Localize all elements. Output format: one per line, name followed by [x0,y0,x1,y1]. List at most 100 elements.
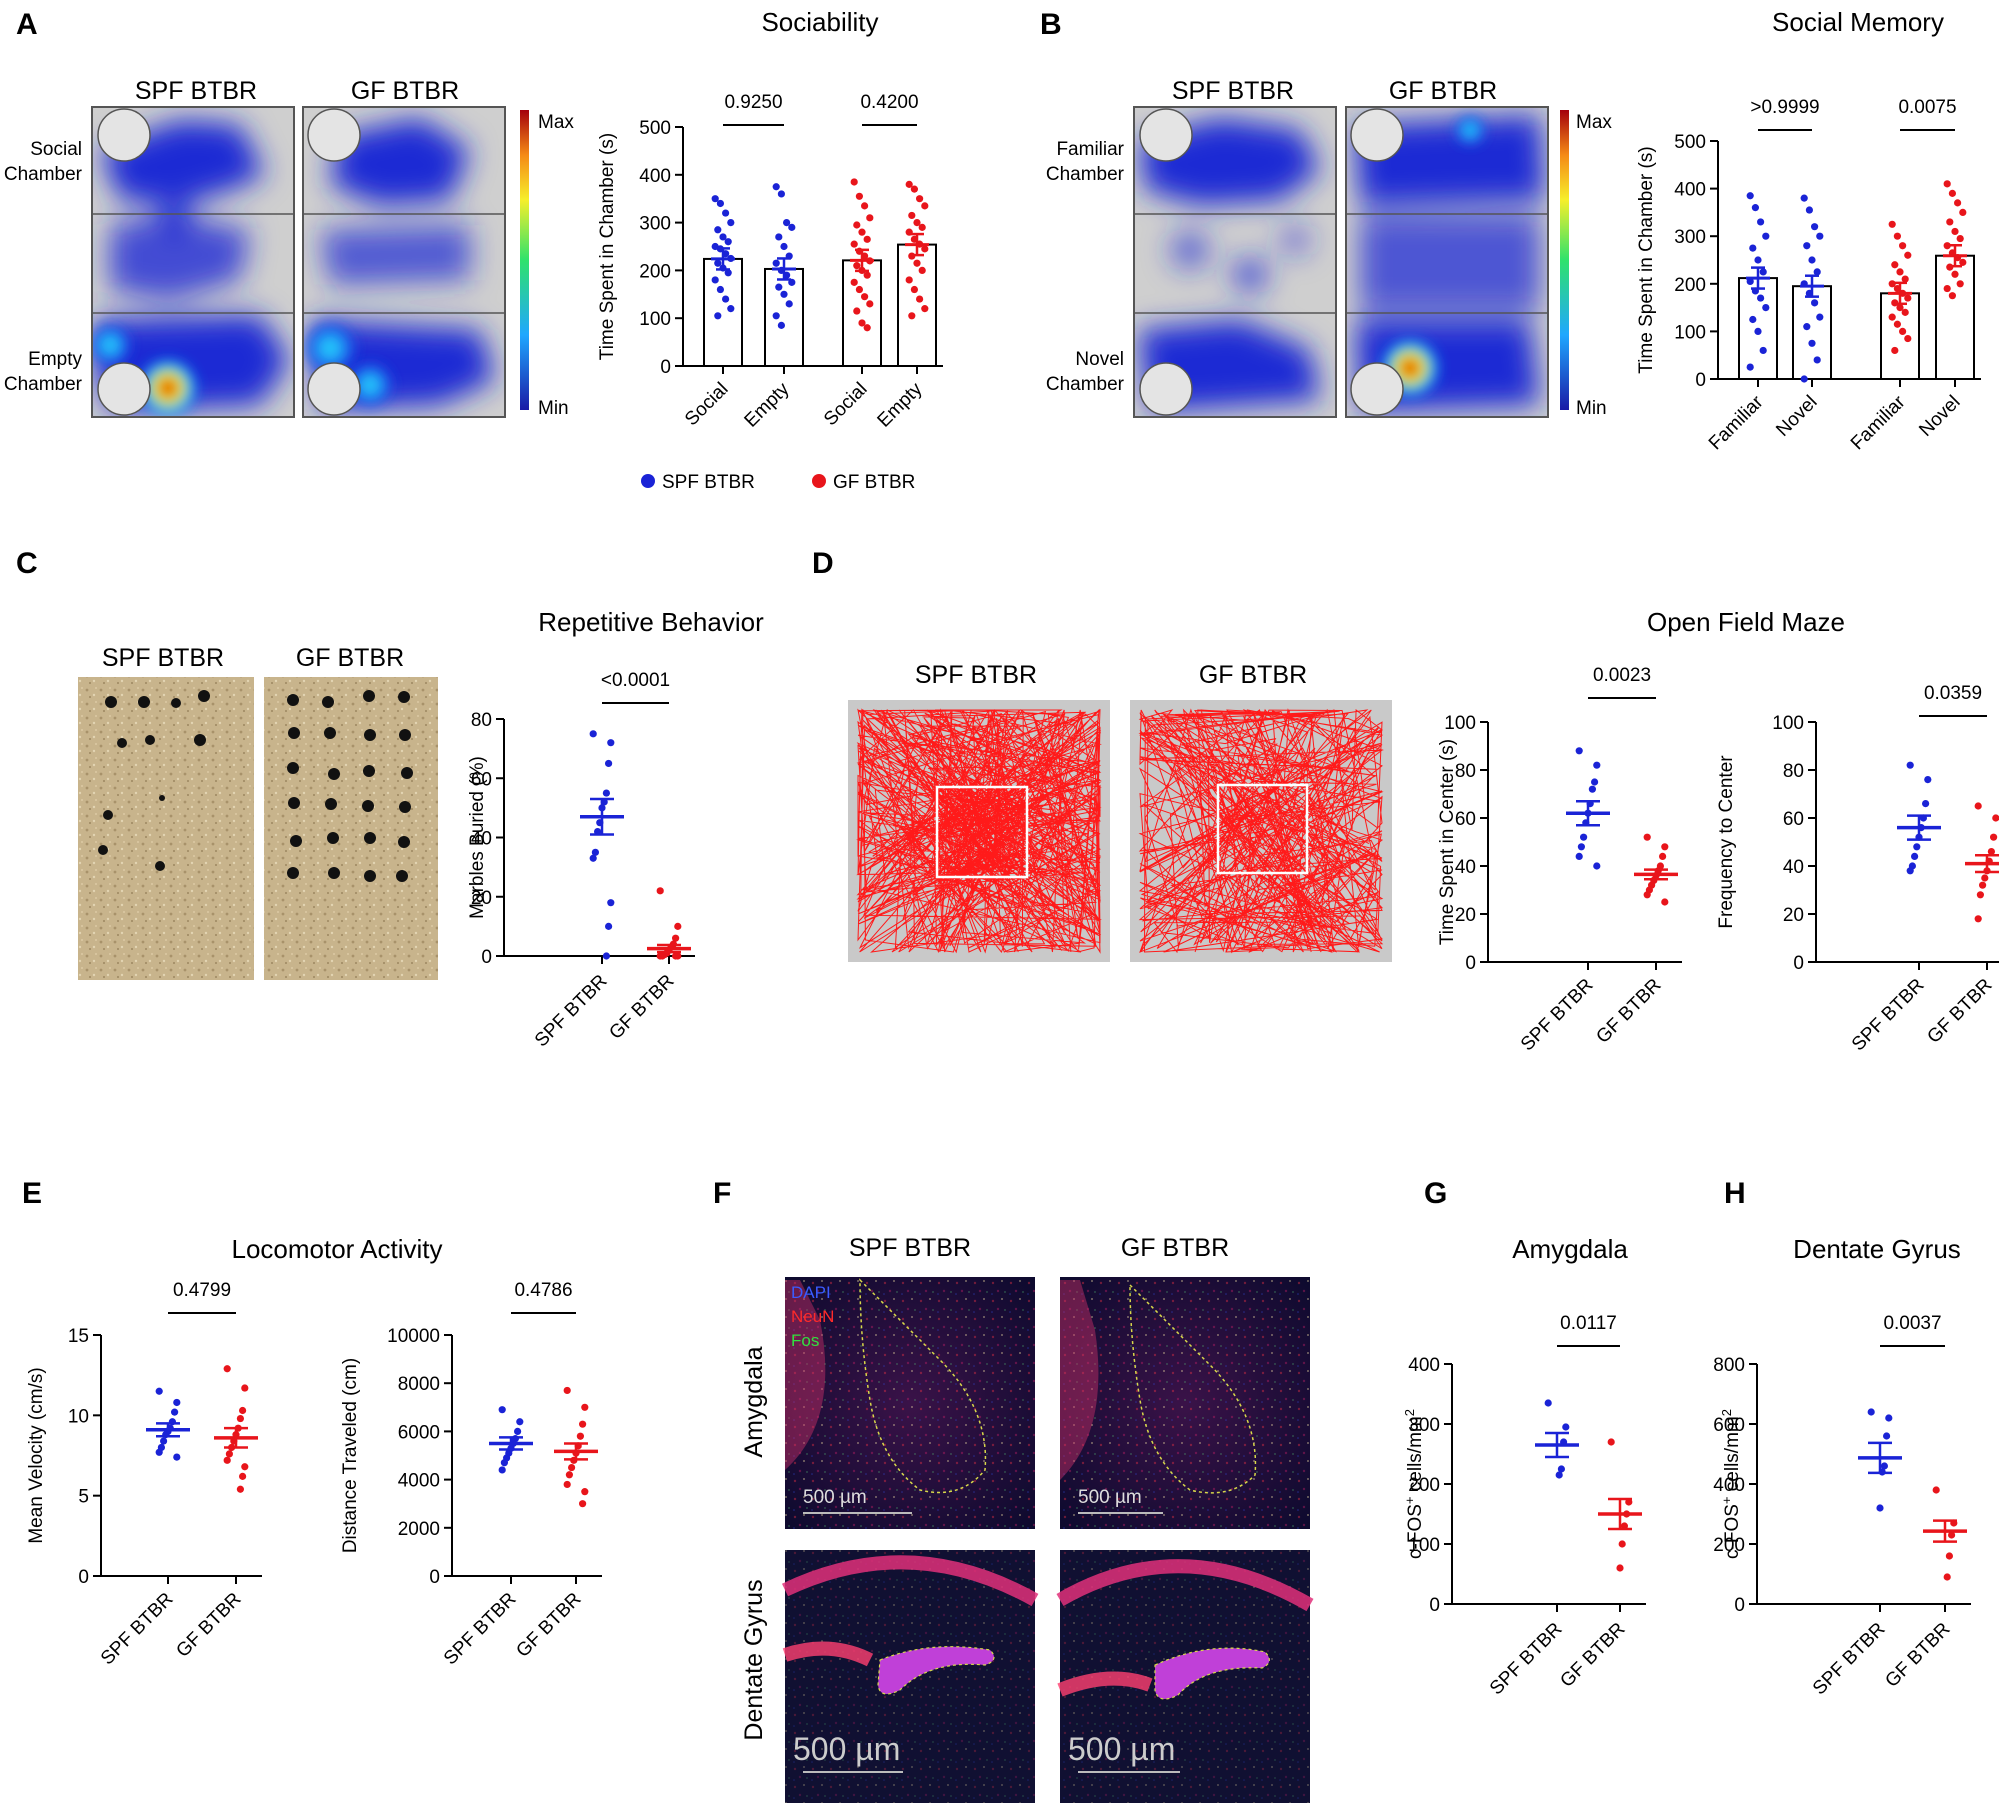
data-point [1911,852,1919,861]
data-point [1904,294,1912,302]
y-tick-label: 0 [1429,1595,1440,1616]
data-point [1643,833,1651,841]
data-point [1943,284,1951,293]
data-point [910,285,919,294]
y-tick-label: 100 [1408,1535,1440,1556]
panel-a-chamber-top-1: Social [30,139,82,160]
data-point [921,245,929,253]
data-point [1593,862,1601,870]
data-point [1751,204,1759,212]
panel-d-title: Open Field Maze [1647,607,1845,637]
chart-D-center-time: 0 20 40 60 80 100 Time Spent in Center (s) SPF … [1437,665,1682,1055]
y-axis-label: Time Spent in Chamber (s) [597,133,618,360]
chart-B-social-memory: 0 100 200 300 400 500 Time Spent in Chamber (s… [1636,97,1981,454]
x-category-label: Familiar [1705,391,1768,454]
p-value-label: 0.0023 [1593,665,1651,686]
y-tick-label: 400 [1674,180,1706,201]
y-tick-label: 200 [639,261,671,282]
data-point [500,1459,508,1467]
y-tick-label: 0 [1793,953,1804,974]
data-point [1591,778,1599,786]
legend-spf-marker [641,474,655,488]
x-category-label: SPF BTBR [440,1589,521,1670]
scalebar-label-dg-spf: 500 µm [793,1731,900,1767]
data-point [1757,294,1765,302]
x-category-label: Empty [741,378,794,431]
data-point [1946,218,1954,226]
data-point [579,1500,587,1508]
panel-c-group-spf: SPF BTBR [102,644,224,672]
panel-f-group-gf: GF BTBR [1121,1234,1229,1262]
panel-letter-f: F [713,1177,731,1210]
data-point [1557,1465,1565,1473]
data-point [581,1488,589,1496]
panel-letter-e: E [22,1177,42,1210]
data-point [605,922,613,930]
panel-c-group-gf: GF BTBR [296,644,404,672]
y-tick-label: 100 [639,309,671,330]
data-point [1932,1486,1940,1494]
panel-d-group-spf: SPF BTBR [915,661,1037,689]
y-tick-label: 200 [1713,1535,1745,1556]
data-point [777,321,786,329]
data-point [1924,776,1932,784]
data-point [1899,327,1907,335]
panel-letter-d: D [812,547,834,580]
panel-b-chamber-top-2: Chamber [1046,164,1125,185]
panel-b-chamber-bottom-2: Chamber [1046,374,1125,395]
stain-label-neun: NeuN [791,1307,834,1326]
data-point [1746,363,1754,371]
y-tick-label: 60 [471,769,492,790]
y-tick-label: 600 [1713,1415,1745,1436]
data-point [777,190,786,198]
data-point [607,899,615,907]
data-point [788,223,796,231]
y-tick-label: 40 [1455,857,1476,878]
y-tick-label: 0 [429,1567,440,1588]
data-point [1893,320,1901,328]
data-point [602,789,611,797]
data-point [727,219,735,227]
data-point [772,259,780,267]
micrograph-dentate-spf: 500 µm [781,1550,1039,1803]
y-axis-label: c-FOS+ cells/mm2 [1402,1409,1427,1559]
data-point [905,180,913,188]
panel-d-group-gf: GF BTBR [1199,661,1307,689]
data-point [565,1471,574,1479]
y-tick-label: 0 [78,1567,89,1588]
data-point [576,1432,585,1440]
data-point [1976,891,1984,899]
scalebar-label-dg-gf: 500 µm [1068,1731,1175,1767]
data-point [863,324,871,332]
heatmap-a-spf [91,106,295,418]
data-point [775,233,783,241]
data-point [225,1450,233,1458]
data-point [866,300,874,308]
data-point [1951,270,1959,278]
data-point [716,199,725,208]
data-point [785,300,793,308]
y-tick-label: 200 [1674,275,1706,296]
y-axis-label: Distance Traveled (cm) [340,1358,361,1553]
data-point [1659,852,1667,861]
y-tick-label: 20 [1783,905,1804,926]
data-point [591,848,600,856]
panel-f-row-amygdala: Amygdala [740,1346,768,1457]
data-point [866,214,874,222]
data-point [908,211,916,220]
p-value-label: 0.9250 [724,92,782,113]
data-point [1867,1408,1875,1416]
data-point [1575,852,1583,861]
data-point [1888,220,1896,228]
chart-H-dentate-gyrus: 0 200 400 600 800 c-FOS+ cells/mm2 SPF BTBRGF … [1713,1313,1971,1699]
x-category-label: SPF BTBR [1848,975,1929,1056]
y-tick-label: 300 [1408,1415,1440,1436]
y-tick-label: 400 [639,166,671,187]
y-tick-label: 100 [1674,322,1706,343]
panel-a-scale-min: Min [538,398,569,419]
panel-a-group-gf: GF BTBR [351,77,459,105]
data-point [1816,313,1824,321]
marble-photo-spf [78,677,254,980]
data-point [775,283,783,291]
